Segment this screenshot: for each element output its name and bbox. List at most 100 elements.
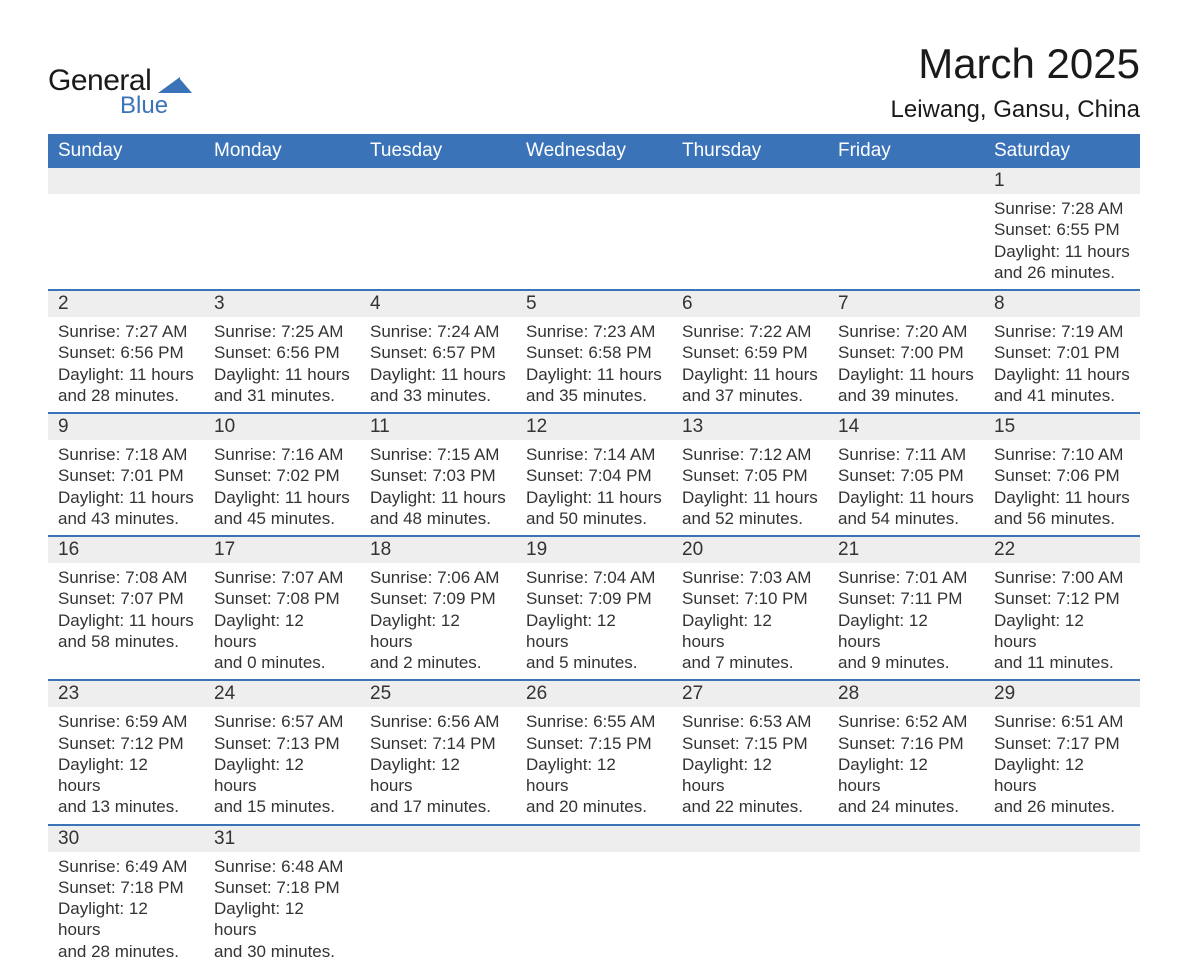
day-sunset: Sunset: 7:13 PM — [214, 733, 350, 754]
day-body: Sunrise: 6:57 AMSunset: 7:13 PMDaylight:… — [204, 707, 360, 823]
day-sunrise: Sunrise: 7:16 AM — [214, 444, 350, 465]
day-cell: 22Sunrise: 7:00 AMSunset: 7:12 PMDayligh… — [984, 537, 1140, 679]
day-number: 8 — [984, 291, 1140, 317]
day-number: 14 — [828, 414, 984, 440]
day-number — [828, 826, 984, 852]
day-sunset: Sunset: 7:04 PM — [526, 465, 662, 486]
day-dl2: and 48 minutes. — [370, 508, 506, 529]
day-sunrise: Sunrise: 7:01 AM — [838, 567, 974, 588]
day-sunrise: Sunrise: 6:51 AM — [994, 711, 1130, 732]
day-dl1: Daylight: 12 hours — [214, 754, 350, 797]
day-number: 29 — [984, 681, 1140, 707]
day-cell — [828, 168, 984, 289]
day-dl1: Daylight: 12 hours — [838, 610, 974, 653]
weekday-cell: Tuesday — [360, 134, 516, 168]
day-sunset: Sunset: 7:18 PM — [58, 877, 194, 898]
day-cell: 14Sunrise: 7:11 AMSunset: 7:05 PMDayligh… — [828, 414, 984, 535]
day-dl2: and 22 minutes. — [682, 796, 818, 817]
day-sunset: Sunset: 7:06 PM — [994, 465, 1130, 486]
day-cell: 24Sunrise: 6:57 AMSunset: 7:13 PMDayligh… — [204, 681, 360, 823]
day-dl1: Daylight: 11 hours — [682, 487, 818, 508]
day-dl1: Daylight: 11 hours — [370, 364, 506, 385]
day-body: Sunrise: 7:11 AMSunset: 7:05 PMDaylight:… — [828, 440, 984, 535]
day-dl2: and 52 minutes. — [682, 508, 818, 529]
day-number — [516, 826, 672, 852]
day-number: 19 — [516, 537, 672, 563]
day-number: 2 — [48, 291, 204, 317]
day-number: 13 — [672, 414, 828, 440]
day-body: Sunrise: 7:01 AMSunset: 7:11 PMDaylight:… — [828, 563, 984, 679]
day-sunset: Sunset: 7:15 PM — [682, 733, 818, 754]
calendar: SundayMondayTuesdayWednesdayThursdayFrid… — [48, 134, 1140, 968]
day-dl1: Daylight: 12 hours — [994, 610, 1130, 653]
day-sunrise: Sunrise: 7:27 AM — [58, 321, 194, 342]
day-sunset: Sunset: 7:08 PM — [214, 588, 350, 609]
day-sunrise: Sunrise: 7:12 AM — [682, 444, 818, 465]
day-number: 12 — [516, 414, 672, 440]
day-body: Sunrise: 6:49 AMSunset: 7:18 PMDaylight:… — [48, 852, 204, 968]
day-number: 7 — [828, 291, 984, 317]
day-body: Sunrise: 7:03 AMSunset: 7:10 PMDaylight:… — [672, 563, 828, 679]
day-number — [360, 168, 516, 194]
day-sunrise: Sunrise: 6:53 AM — [682, 711, 818, 732]
day-cell — [360, 168, 516, 289]
day-sunset: Sunset: 7:07 PM — [58, 588, 194, 609]
day-number: 16 — [48, 537, 204, 563]
day-body: Sunrise: 7:15 AMSunset: 7:03 PMDaylight:… — [360, 440, 516, 535]
day-dl1: Daylight: 12 hours — [58, 898, 194, 941]
day-cell — [204, 168, 360, 289]
day-body: Sunrise: 7:27 AMSunset: 6:56 PMDaylight:… — [48, 317, 204, 412]
day-dl1: Daylight: 11 hours — [838, 364, 974, 385]
day-number: 27 — [672, 681, 828, 707]
day-number: 26 — [516, 681, 672, 707]
day-cell: 10Sunrise: 7:16 AMSunset: 7:02 PMDayligh… — [204, 414, 360, 535]
day-cell: 27Sunrise: 6:53 AMSunset: 7:15 PMDayligh… — [672, 681, 828, 823]
day-cell: 11Sunrise: 7:15 AMSunset: 7:03 PMDayligh… — [360, 414, 516, 535]
day-dl2: and 5 minutes. — [526, 652, 662, 673]
day-sunrise: Sunrise: 7:22 AM — [682, 321, 818, 342]
day-sunset: Sunset: 7:01 PM — [58, 465, 194, 486]
day-sunrise: Sunrise: 7:00 AM — [994, 567, 1130, 588]
day-sunset: Sunset: 7:00 PM — [838, 342, 974, 363]
day-number: 17 — [204, 537, 360, 563]
day-sunrise: Sunrise: 7:14 AM — [526, 444, 662, 465]
day-cell: 16Sunrise: 7:08 AMSunset: 7:07 PMDayligh… — [48, 537, 204, 679]
day-dl1: Daylight: 11 hours — [994, 241, 1130, 262]
day-number: 31 — [204, 826, 360, 852]
week-row: 2Sunrise: 7:27 AMSunset: 6:56 PMDaylight… — [48, 289, 1140, 412]
day-number — [48, 168, 204, 194]
day-number — [828, 168, 984, 194]
weeks-container: 1Sunrise: 7:28 AMSunset: 6:55 PMDaylight… — [48, 168, 1140, 968]
day-body: Sunrise: 7:00 AMSunset: 7:12 PMDaylight:… — [984, 563, 1140, 679]
location-text: Leiwang, Gansu, China — [891, 96, 1141, 124]
day-number: 24 — [204, 681, 360, 707]
day-sunset: Sunset: 7:18 PM — [214, 877, 350, 898]
day-cell — [984, 826, 1140, 968]
day-number: 28 — [828, 681, 984, 707]
day-sunrise: Sunrise: 7:06 AM — [370, 567, 506, 588]
day-body: Sunrise: 7:06 AMSunset: 7:09 PMDaylight:… — [360, 563, 516, 679]
day-cell: 8Sunrise: 7:19 AMSunset: 7:01 PMDaylight… — [984, 291, 1140, 412]
day-sunset: Sunset: 6:55 PM — [994, 219, 1130, 240]
week-row: 30Sunrise: 6:49 AMSunset: 7:18 PMDayligh… — [48, 824, 1140, 968]
day-dl2: and 9 minutes. — [838, 652, 974, 673]
day-sunrise: Sunrise: 7:23 AM — [526, 321, 662, 342]
day-sunrise: Sunrise: 6:52 AM — [838, 711, 974, 732]
day-cell — [516, 168, 672, 289]
day-number — [672, 168, 828, 194]
day-cell: 15Sunrise: 7:10 AMSunset: 7:06 PMDayligh… — [984, 414, 1140, 535]
day-body: Sunrise: 7:04 AMSunset: 7:09 PMDaylight:… — [516, 563, 672, 679]
day-cell: 4Sunrise: 7:24 AMSunset: 6:57 PMDaylight… — [360, 291, 516, 412]
day-sunrise: Sunrise: 7:24 AM — [370, 321, 506, 342]
day-dl1: Daylight: 11 hours — [994, 364, 1130, 385]
day-sunrise: Sunrise: 7:19 AM — [994, 321, 1130, 342]
day-body: Sunrise: 7:12 AMSunset: 7:05 PMDaylight:… — [672, 440, 828, 535]
day-cell: 29Sunrise: 6:51 AMSunset: 7:17 PMDayligh… — [984, 681, 1140, 823]
day-dl1: Daylight: 11 hours — [58, 610, 194, 631]
day-cell: 25Sunrise: 6:56 AMSunset: 7:14 PMDayligh… — [360, 681, 516, 823]
day-sunset: Sunset: 7:05 PM — [838, 465, 974, 486]
day-body: Sunrise: 7:08 AMSunset: 7:07 PMDaylight:… — [48, 563, 204, 658]
day-cell: 31Sunrise: 6:48 AMSunset: 7:18 PMDayligh… — [204, 826, 360, 968]
day-cell — [516, 826, 672, 968]
day-number: 5 — [516, 291, 672, 317]
